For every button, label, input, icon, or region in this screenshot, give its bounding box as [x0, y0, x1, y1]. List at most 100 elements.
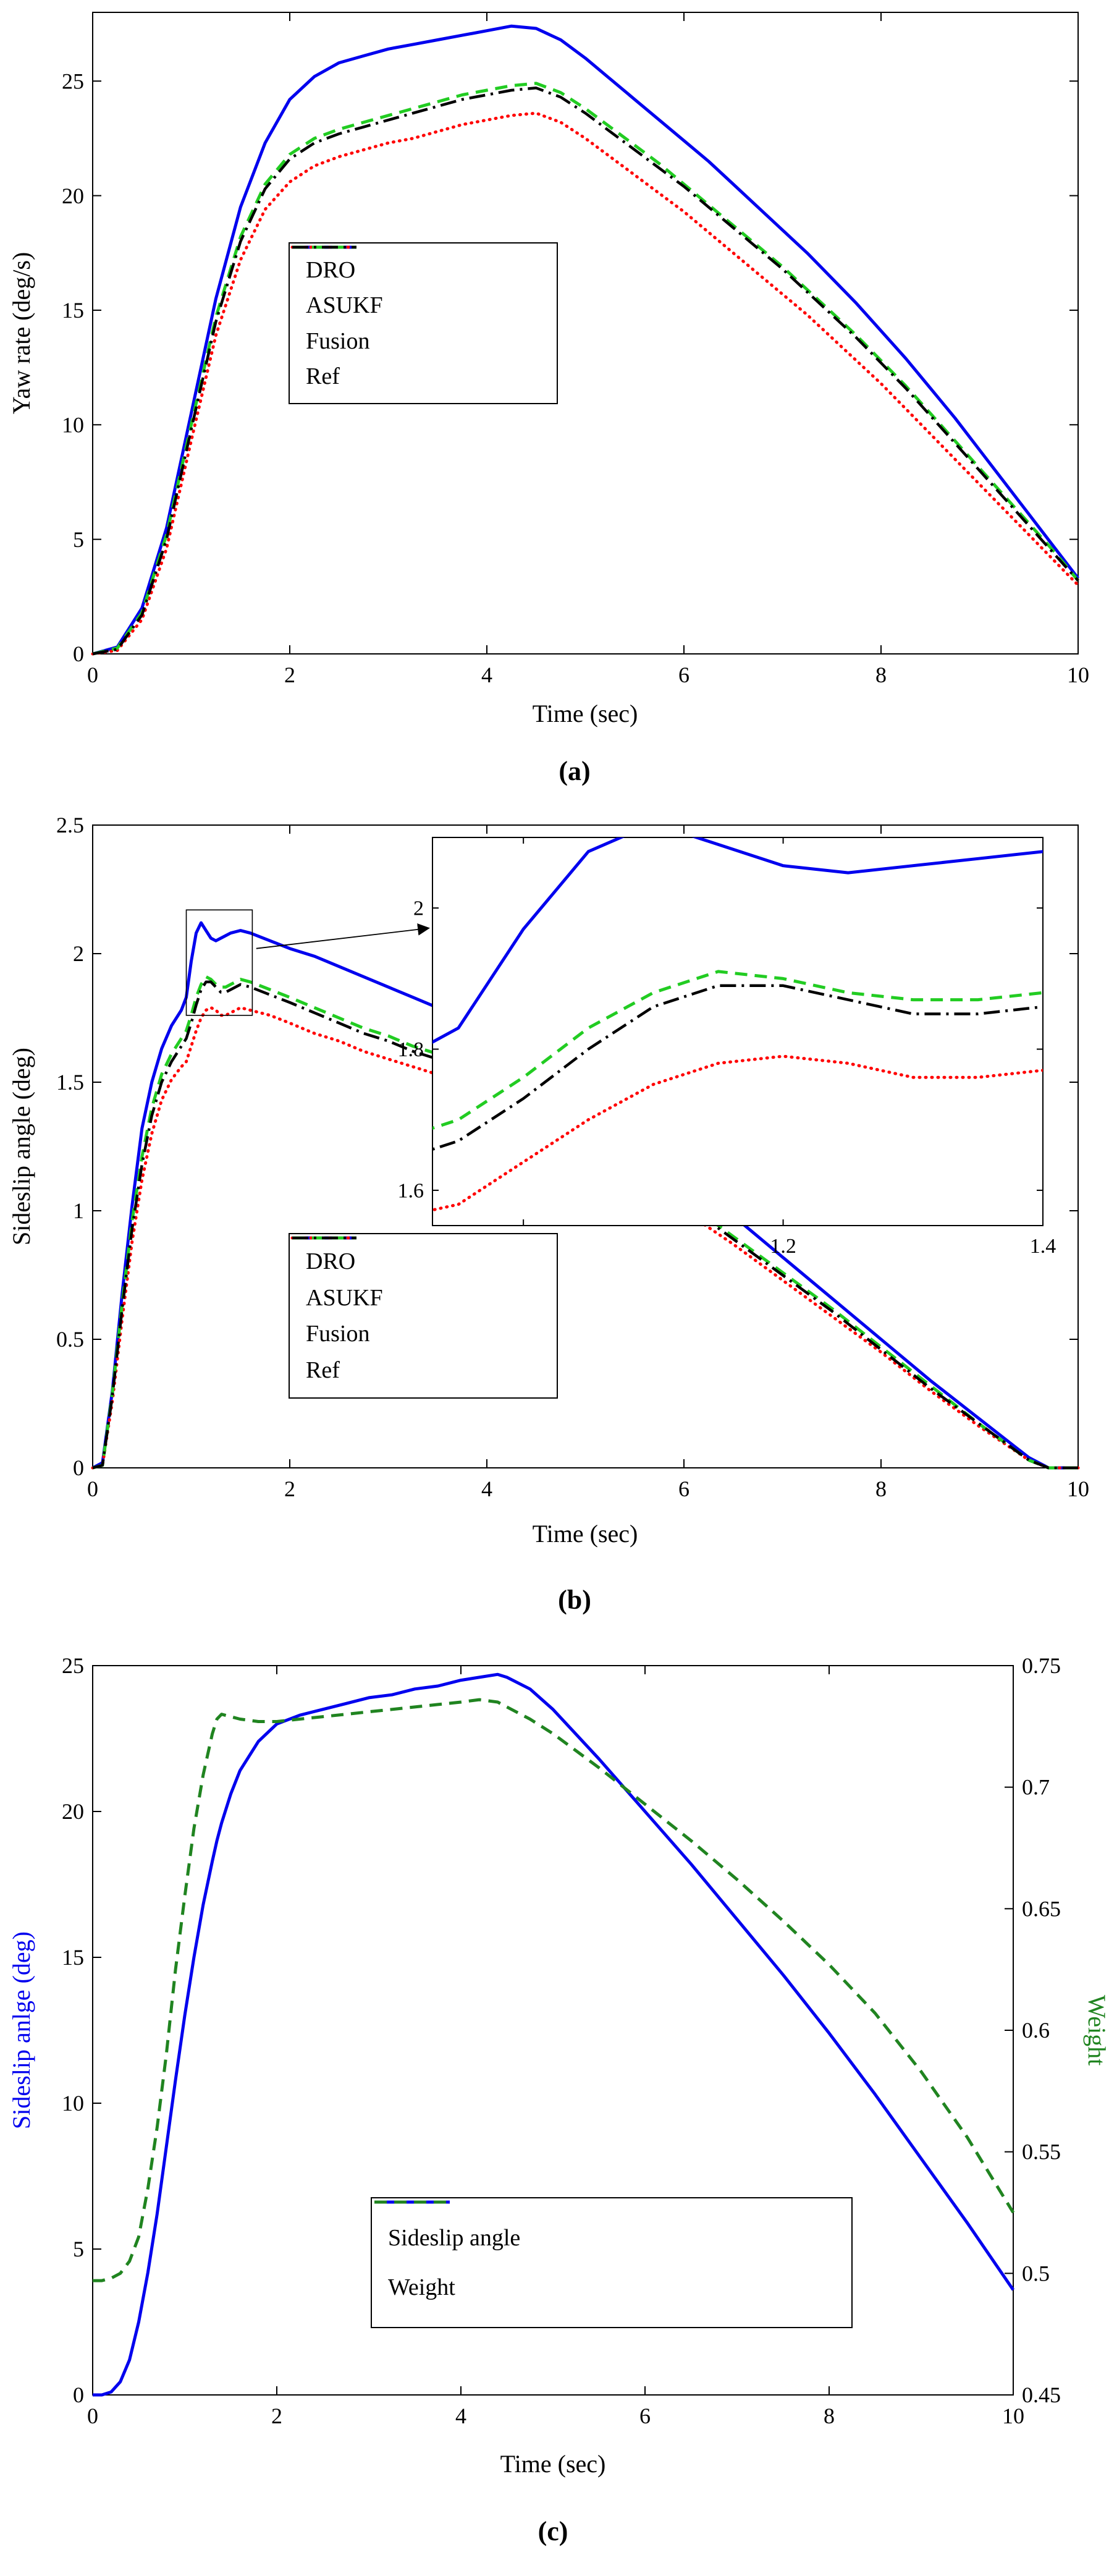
legend-item: DRO — [290, 1236, 557, 1273]
zoom-region-rect — [185, 909, 253, 1016]
panel-c: Sideslip anlge (deg) Weight Time (sec) (… — [0, 1632, 1109, 2576]
panel-label-c: (c) — [538, 2516, 568, 2546]
sideslip-chart: Sideslip angle (deg) Time (sec) (b) 0 2 4 6… — [7, 813, 1089, 1615]
x-tick-label: 10 — [1002, 2404, 1024, 2428]
y-tick-label-right: 0.55 — [1022, 2140, 1061, 2164]
y-tick-label: 25 — [62, 69, 84, 93]
legend-line-sample — [292, 245, 356, 249]
y-tick-label: 0 — [73, 2383, 84, 2407]
panel-label-a: (a) — [559, 756, 590, 786]
legend-item: ASUKF — [290, 245, 557, 319]
y-tick-label: 20 — [62, 1799, 84, 1824]
legend-label: ASUKF — [306, 292, 383, 319]
panel-b: Sideslip angle (deg) Time (sec) (b) 0 2 4 6… — [0, 800, 1109, 1632]
y-tick-label: 25 — [62, 1653, 84, 1678]
y-axis-label: Sideslip angle (deg) — [7, 1048, 35, 1245]
x-tick-label: 6 — [678, 663, 689, 687]
x-tick-label: 6 — [678, 1477, 689, 1501]
legend-label: Weight — [388, 2274, 455, 2300]
y-tick-label-right: 0.45 — [1022, 2383, 1061, 2407]
y-tick-label: 5 — [73, 2237, 84, 2261]
legend-item: ASUKF — [290, 1236, 557, 1311]
y-tick-label: 20 — [62, 184, 84, 208]
legend-label: ASUKF — [306, 1284, 383, 1311]
legend: DRO ASUKF Fusion Ref — [289, 1233, 558, 1399]
series-asukf — [91, 111, 1080, 656]
y-tick-label: 0 — [73, 1455, 84, 1480]
y-tick-label: 1.8 — [398, 1038, 424, 1061]
x-tick-label: 0 — [87, 2404, 98, 2428]
plot-border — [92, 824, 1079, 1468]
y-tick-label-right: 0.65 — [1022, 1896, 1061, 1921]
plot-border — [432, 837, 1044, 1226]
legend-item: Ref — [290, 1236, 557, 1384]
y-tick-label: 2.5 — [56, 813, 84, 837]
series-asukf — [91, 1006, 1080, 1470]
y-tick-label: 0 — [73, 642, 84, 666]
y-tick-label: 10 — [62, 413, 84, 438]
x-tick-label: 6 — [639, 2404, 651, 2428]
x-axis-label: Time (sec) — [500, 2450, 606, 2478]
panel-label-b: (b) — [558, 1585, 591, 1615]
y-tick-label-right: 0.75 — [1022, 1653, 1061, 1678]
series-ref — [92, 980, 1078, 1470]
x-tick-label: 8 — [875, 1477, 887, 1501]
y-axis-label-left: Sideslip anlge (deg) — [7, 1931, 35, 2129]
y-tick-label: 5 — [73, 527, 84, 552]
legend-item: Weight — [372, 2200, 851, 2300]
x-tick-label: 8 — [875, 663, 887, 687]
legend-line-sample — [374, 2200, 450, 2204]
y-tick-label: 1.6 — [398, 1179, 424, 1202]
y-tick-label: 1.5 — [56, 1070, 84, 1095]
plot-border — [92, 12, 1079, 655]
y-tick-label: 15 — [62, 1945, 84, 1970]
legend-item: DRO — [290, 245, 557, 283]
zoom-arrow — [256, 923, 430, 949]
x-tick-label: 1.4 — [1030, 1235, 1056, 1258]
y-tick-label: 10 — [62, 2091, 84, 2116]
sideslip-weight-chart: Sideslip anlge (deg) Weight Time (sec) (… — [7, 1653, 1109, 2546]
x-tick-label: 10 — [1067, 663, 1089, 687]
y-tick-label: 0.5 — [56, 1327, 84, 1352]
series-sideslip-angle — [93, 1672, 1015, 2397]
inset-background — [432, 837, 1043, 1226]
legend: Sideslip angle Weight — [371, 2197, 853, 2328]
legend-item: Fusion — [290, 245, 557, 354]
yaw-rate-chart: Yaw rate (deg/s) Time (sec) (a) 0 2 4 6 8 10 0… — [7, 12, 1089, 786]
x-tick-label: 4 — [481, 663, 492, 687]
legend-item: Fusion — [290, 1236, 557, 1347]
y-tick-label-right: 0.5 — [1022, 2261, 1050, 2286]
series-weight — [93, 1698, 1015, 2282]
y-tick-label-right: 0.6 — [1022, 2018, 1050, 2043]
x-tick-label: 0 — [87, 663, 98, 687]
x-tick-label: 2 — [271, 2404, 282, 2428]
series-ref — [92, 87, 1079, 656]
legend-label: Sideslip angle — [388, 2225, 521, 2252]
x-tick-label: 1.2 — [770, 1235, 796, 1258]
legend-label: Fusion — [306, 328, 370, 354]
x-tick-label: 4 — [481, 1477, 492, 1501]
x-tick-label: 10 — [1067, 1477, 1089, 1501]
x-tick-label: 8 — [824, 2404, 835, 2428]
y-tick-label: 2 — [413, 897, 424, 920]
legend-label: Ref — [306, 1357, 340, 1384]
legend-label: DRO — [306, 256, 356, 283]
y-tick-label: 15 — [62, 298, 84, 323]
legend-label: Fusion — [306, 1321, 370, 1347]
legend-label: Ref — [306, 363, 340, 390]
x-tick-label: 0 — [87, 1477, 98, 1501]
x-tick-label: 4 — [455, 2404, 466, 2428]
y-axis-label-right: Weight — [1083, 1995, 1109, 2066]
y-axis-label: Yaw rate (deg/s) — [7, 252, 35, 415]
legend-line-sample — [292, 1236, 356, 1240]
y-tick-label: 2 — [73, 941, 84, 966]
y-tick-label: 1 — [73, 1198, 84, 1223]
series-fusion — [92, 975, 1078, 1470]
y-tick-label-right: 0.7 — [1022, 1775, 1050, 1800]
legend-item: Sideslip angle — [372, 2200, 851, 2252]
series-dro — [92, 24, 1079, 656]
legend: DRO ASUKF Fusion Ref — [289, 242, 558, 404]
panel-a: Yaw rate (deg/s) Time (sec) (a) 0 2 4 6 8 10 0… — [0, 0, 1109, 791]
series-fusion — [92, 82, 1079, 656]
